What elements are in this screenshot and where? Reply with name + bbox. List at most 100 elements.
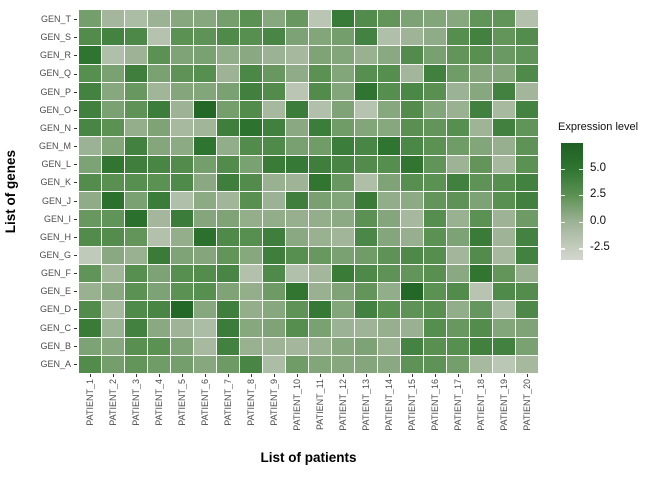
heatmap-cell [79, 283, 101, 301]
heatmap-cell [171, 155, 193, 173]
heatmap-cell [171, 228, 193, 246]
heatmap-cell [263, 46, 285, 64]
heatmap-cell [79, 10, 101, 28]
heatmap-cell [148, 283, 170, 301]
heatmap-cell [286, 101, 308, 119]
heatmap-cell [355, 301, 377, 319]
heatmap-cell [286, 210, 308, 228]
x-tick-mark [228, 374, 230, 377]
heatmap-cell [493, 355, 515, 373]
heatmap-cell [447, 210, 469, 228]
heatmap-cell [447, 173, 469, 191]
heatmap-cell [79, 155, 101, 173]
heatmap-cell [217, 319, 239, 337]
heatmap-cell [493, 119, 515, 137]
heatmap-cell [332, 264, 354, 282]
heatmap-cell [516, 355, 538, 373]
heatmap-cell [493, 101, 515, 119]
heatmap-cell [194, 228, 216, 246]
heatmap-cell [447, 101, 469, 119]
legend-colorbar [561, 143, 583, 260]
y-tick-mark [74, 37, 77, 39]
heatmap-cell [332, 137, 354, 155]
x-tick-mark [526, 374, 528, 377]
heatmap-cell [286, 337, 308, 355]
y-tick-mark [74, 363, 77, 365]
y-axis-label: GEN_M [38, 141, 71, 152]
legend-tick-mark [579, 248, 583, 250]
heatmap-cell [332, 82, 354, 100]
heatmap-cell [148, 192, 170, 210]
heatmap-cell [355, 46, 377, 64]
heatmap-cell [79, 301, 101, 319]
heatmap-cell [240, 283, 262, 301]
heatmap-cell [355, 173, 377, 191]
heatmap-cell [217, 64, 239, 82]
heatmap-cell [470, 46, 492, 64]
heatmap-cell [102, 192, 124, 210]
heatmap-cell [240, 228, 262, 246]
heatmap-cell [171, 46, 193, 64]
x-axis-label: PATIENT_6 [200, 379, 211, 426]
heatmap-cell [171, 82, 193, 100]
heatmap-cell [401, 246, 423, 264]
heatmap-cell [217, 28, 239, 46]
heatmap-cell [194, 82, 216, 100]
heatmap-cell [217, 137, 239, 155]
heatmap-cell [240, 101, 262, 119]
heatmap-cell [470, 10, 492, 28]
heatmap-cell [470, 119, 492, 137]
y-axis-label: GEN_D [39, 304, 71, 315]
heatmap-cell [516, 210, 538, 228]
heatmap-cell [217, 301, 239, 319]
x-axis-label: PATIENT_16 [429, 379, 440, 431]
x-axis-label: PATIENT_12 [337, 379, 348, 431]
heatmap-cell [217, 283, 239, 301]
heatmap-cell [217, 337, 239, 355]
heatmap-cell [309, 283, 331, 301]
heatmap-cell [355, 82, 377, 100]
heatmap-cell [263, 155, 285, 173]
heatmap-cell [240, 355, 262, 373]
heatmap-cell [102, 246, 124, 264]
heatmap-cell [516, 228, 538, 246]
heatmap-cell [79, 246, 101, 264]
heatmap-cell [355, 319, 377, 337]
heatmap-cell [286, 119, 308, 137]
heatmap-cell [424, 192, 446, 210]
x-axis-label: PATIENT_7 [223, 379, 234, 426]
heatmap-cell [470, 173, 492, 191]
heatmap-cell [493, 210, 515, 228]
heatmap-cell [217, 264, 239, 282]
heatmap-cell [148, 137, 170, 155]
heatmap-cell [102, 210, 124, 228]
y-tick-mark [74, 327, 77, 329]
heatmap-cell [286, 192, 308, 210]
x-tick-mark [136, 374, 138, 377]
heatmap-cell [493, 46, 515, 64]
heatmap-cell [378, 319, 400, 337]
heatmap-cell [424, 264, 446, 282]
y-axis-label: GEN_F [40, 268, 71, 279]
heatmap-cell [171, 301, 193, 319]
heatmap-cell [424, 246, 446, 264]
heatmap-cell [378, 301, 400, 319]
y-tick-mark [74, 273, 77, 275]
heatmap-cell [424, 101, 446, 119]
heatmap-cell [447, 192, 469, 210]
heatmap-cell [263, 10, 285, 28]
x-axis-label: PATIENT_14 [383, 379, 394, 431]
heatmap-cell [102, 355, 124, 373]
heatmap-cell [148, 64, 170, 82]
heatmap-cell [470, 192, 492, 210]
heatmap-cell [447, 64, 469, 82]
heatmap-cell [309, 228, 331, 246]
heatmap-cell [493, 82, 515, 100]
x-axis-label: PATIENT_15 [406, 379, 417, 431]
x-axis-labels: PATIENT_1 PATIENT_2 PATIENT_3 PATIENT_4 PATI… [79, 379, 538, 451]
heatmap-cell [447, 246, 469, 264]
heatmap-cell [378, 337, 400, 355]
x-axis-label: PATIENT_9 [269, 379, 280, 426]
y-axis-label: GEN_P [40, 86, 71, 97]
heatmap-cell [286, 82, 308, 100]
